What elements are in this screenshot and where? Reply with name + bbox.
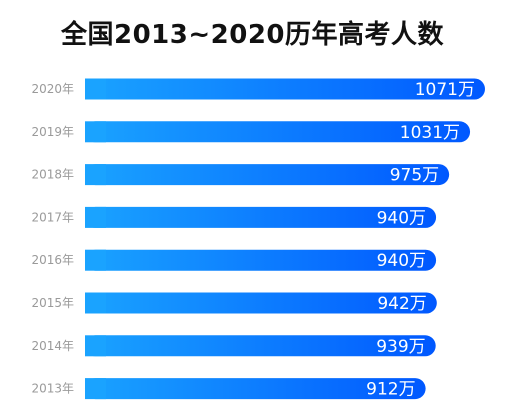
bar-left-cap: [85, 249, 106, 271]
bar-left-cap: [85, 206, 106, 228]
y-tick-label: 2019年: [31, 125, 74, 139]
y-tick-label: 2018年: [31, 168, 74, 182]
bar-left-cap: [85, 121, 106, 143]
y-tick-label: 2020年: [31, 82, 74, 96]
data-label: 942万: [377, 294, 426, 314]
data-label: 975万: [390, 166, 439, 186]
bar: [85, 206, 437, 228]
bar-left-cap: [85, 78, 106, 100]
bar: [85, 164, 450, 186]
y-tick-label: 2016年: [31, 253, 74, 267]
data-label: 939万: [376, 337, 425, 357]
data-label: 912万: [366, 380, 415, 400]
data-label: 940万: [377, 208, 426, 228]
chart-title: 全国2013~2020历年高考人数: [60, 20, 444, 50]
data-label: 1071万: [415, 80, 475, 100]
bar: [85, 292, 437, 314]
bar: [85, 249, 437, 271]
bar-left-cap: [85, 335, 106, 357]
y-tick-label: 2014年: [31, 339, 74, 353]
bar: [85, 78, 485, 100]
bar: [85, 378, 426, 400]
bar: [85, 335, 436, 357]
y-tick-label: 2017年: [31, 210, 74, 224]
data-label: 940万: [377, 251, 426, 271]
y-tick-label: 2015年: [31, 296, 74, 310]
data-label: 1031万: [400, 123, 460, 143]
y-tick-label: 2013年: [31, 382, 74, 396]
bar-left-cap: [85, 292, 106, 314]
bar: [85, 121, 471, 143]
bar-left-cap: [85, 164, 106, 186]
bar-left-cap: [85, 378, 106, 400]
